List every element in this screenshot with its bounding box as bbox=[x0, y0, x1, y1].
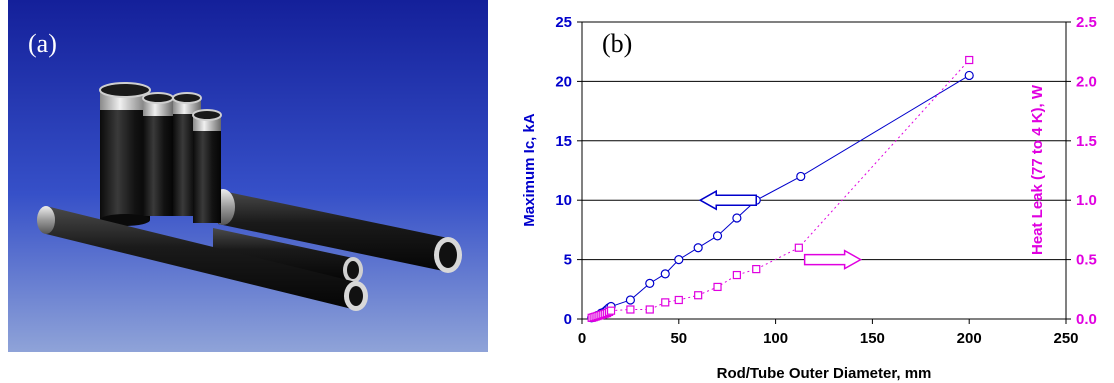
annotation-arrows bbox=[698, 189, 863, 270]
left-tick-label: 10 bbox=[555, 192, 572, 209]
arrow-right-icon bbox=[803, 249, 863, 270]
x-tick-label: 0 bbox=[578, 330, 586, 347]
tube-photo: (a) bbox=[8, 0, 488, 352]
x-axis-title: Rod/Tube Outer Diameter, mm bbox=[717, 365, 932, 382]
series-1-point bbox=[660, 269, 670, 279]
right-tick-label: 0.0 bbox=[1076, 311, 1097, 328]
series-1-point bbox=[732, 213, 742, 223]
right-tick-label: 1.0 bbox=[1076, 192, 1097, 209]
arrow-left-icon bbox=[698, 189, 757, 211]
series-2-point bbox=[645, 305, 654, 314]
x-tick-label: 100 bbox=[763, 330, 788, 347]
chart-panel-label: (b) bbox=[602, 29, 632, 58]
series-2-point bbox=[661, 298, 670, 307]
series-1-point bbox=[625, 295, 635, 305]
right-tick-label: 1.5 bbox=[1076, 133, 1097, 150]
series-2-point bbox=[794, 243, 803, 252]
x-tick-label: 50 bbox=[670, 330, 687, 347]
series-2-point bbox=[965, 55, 974, 65]
right-tick-label: 2.5 bbox=[1076, 14, 1097, 31]
grid-lines bbox=[582, 80, 1066, 261]
series-1-point bbox=[693, 243, 703, 253]
x-tick-label: 200 bbox=[957, 330, 982, 347]
series-2-point bbox=[752, 265, 761, 274]
series-1-point bbox=[712, 231, 723, 241]
series-2-point bbox=[626, 305, 635, 314]
series-layer bbox=[587, 55, 974, 323]
series-1-point bbox=[796, 171, 806, 182]
x-tick-label: 150 bbox=[860, 330, 885, 347]
x-tick-label: 250 bbox=[1053, 330, 1078, 347]
series-2-point bbox=[606, 306, 616, 315]
left-tick-label: 25 bbox=[555, 14, 572, 31]
series-2-point bbox=[732, 270, 741, 280]
series-2-point bbox=[674, 295, 683, 305]
series-1-point bbox=[964, 70, 974, 81]
left-axis-ticks: 0 5 10 15 20 25 bbox=[555, 14, 582, 328]
left-tick-label: 5 bbox=[564, 252, 572, 269]
right-tick-label: 0.5 bbox=[1076, 252, 1097, 269]
plot-frame bbox=[581, 21, 1067, 320]
series-2-point bbox=[694, 291, 703, 300]
x-axis-ticks: 0 50 100 150 200 250 bbox=[578, 319, 1079, 347]
left-axis-title: Maximum Ic, kA bbox=[521, 113, 538, 227]
series-1-point bbox=[645, 278, 655, 288]
series-1-point bbox=[674, 255, 684, 265]
left-tick-label: 20 bbox=[555, 73, 572, 90]
right-axis-ticks: 0.0 0.5 1.0 1.5 2.0 2.5 bbox=[1066, 14, 1097, 328]
right-axis-title: Heat Leak (77 to 4 K), W bbox=[1029, 84, 1046, 255]
left-tick-label: 0 bbox=[564, 311, 572, 328]
photo-panel-label: (a) bbox=[28, 29, 57, 58]
chart: 0 5 10 15 20 25 0.0 0.5 1.0 1.5 2.0 2.5 0 50 100 150 2… bbox=[521, 14, 1097, 382]
left-tick-label: 15 bbox=[555, 133, 572, 150]
right-tick-label: 2.0 bbox=[1076, 73, 1097, 90]
series-2-point bbox=[713, 282, 722, 292]
